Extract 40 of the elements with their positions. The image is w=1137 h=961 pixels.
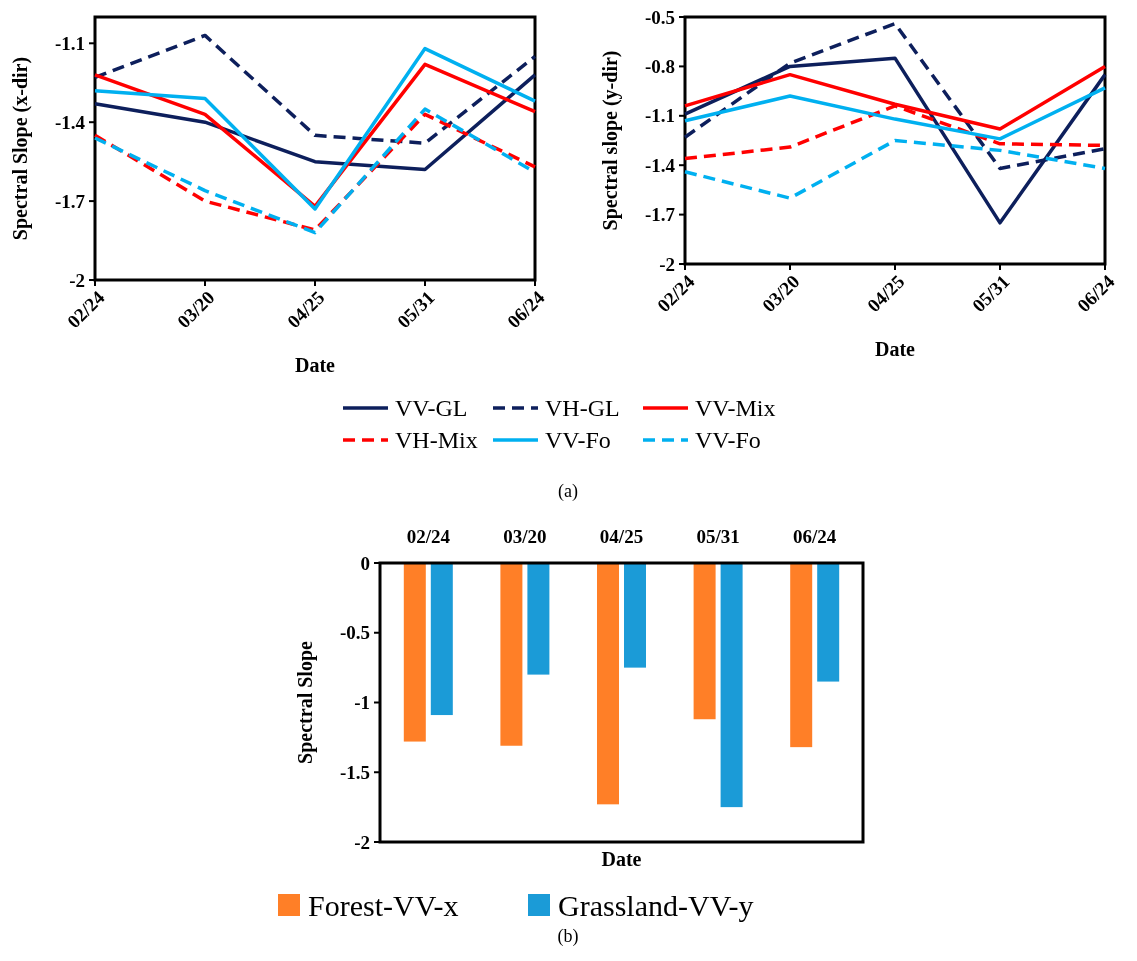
x-tick-label: 06/24 xyxy=(793,526,837,547)
y-tick-label: -1.1 xyxy=(54,32,85,54)
line-series xyxy=(93,33,537,145)
y-tick-label: -2 xyxy=(659,253,675,275)
text: (b) xyxy=(557,926,579,947)
y-tick-label: -1.7 xyxy=(644,204,676,226)
x-axis-title: Date xyxy=(295,354,336,376)
x-tick-label: 02/24 xyxy=(406,526,451,547)
x-tick-label: 05/31 xyxy=(696,526,740,547)
text: (a) xyxy=(558,481,578,502)
y-tick-label: -2 xyxy=(69,269,85,291)
line-series xyxy=(683,86,1107,141)
y-axis-title: Spectral Slope xyxy=(294,640,317,764)
line-series xyxy=(683,138,1107,200)
x-axis-title: Date xyxy=(875,338,916,360)
y-tick-label: -1.4 xyxy=(644,154,676,176)
legend-label: Forest-VV-x xyxy=(308,888,459,922)
legend-label: VH-GL xyxy=(545,395,620,422)
y-tick-label: -0.5 xyxy=(644,6,675,28)
y-axis-title: Spectral Slope (x-dir) xyxy=(9,56,32,241)
y-tick-label: 0 xyxy=(360,552,370,574)
y-tick-label: -1 xyxy=(354,692,370,714)
legend-label: VV-GL xyxy=(395,395,468,422)
legend-label: VV-Fo xyxy=(545,427,611,454)
x-axis-title: Date xyxy=(601,848,642,870)
y-axis-title: Spectral slope (y-dir) xyxy=(599,50,622,231)
x-tick-label: 04/25 xyxy=(599,526,644,547)
legend-label: VH-Mix xyxy=(395,427,478,454)
legend-label: VV-Fo xyxy=(695,427,761,454)
y-tick-label: -1.1 xyxy=(644,105,675,127)
line-series xyxy=(93,73,537,172)
legend-label: Grassland-VV-y xyxy=(558,888,754,922)
y-tick-label: -1.7 xyxy=(54,190,86,212)
x-tick-label: 03/20 xyxy=(503,526,547,547)
y-tick-label: -2 xyxy=(354,831,370,853)
y-tick-label: -0.5 xyxy=(339,622,370,644)
y-tick-label: -1.5 xyxy=(339,761,370,783)
y-tick-label: -0.8 xyxy=(644,56,675,78)
y-tick-label: -1.4 xyxy=(54,111,86,133)
legend-label: VV-Mix xyxy=(695,395,776,422)
